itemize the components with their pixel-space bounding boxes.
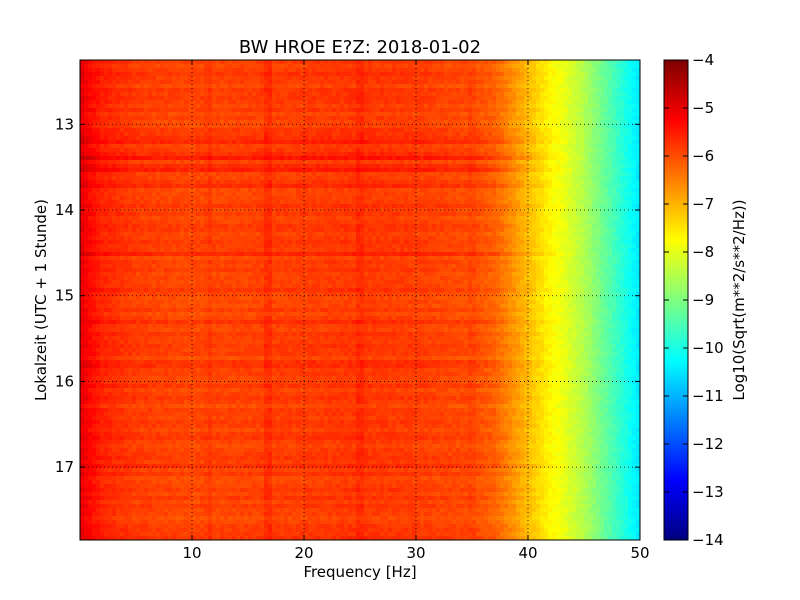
x-axis-ticks: 10 20 30 40 50 [182,60,650,562]
colorbar: −4 −5 −6 −7 −8 −9 −10 −11 −12 −13 −14 Log10(Sqrt(m… [663,51,748,549]
colorbar-tick-label: −7 [692,195,714,213]
colorbar-tick-label: −13 [692,483,724,501]
x-tick-label: 30 [406,544,425,562]
colorbar-tick-label: −12 [692,435,724,453]
plot-area: 10 20 30 40 50 13 14 15 16 17 [55,59,650,562]
x-axis-label: Frequency [Hz] [303,563,416,581]
heatmap [80,60,640,540]
colorbar-label: Log10(Sqrt(m**2/s**2/Hz)) [730,199,748,400]
colorbar-ticks: −4 −5 −6 −7 −8 −9 −10 −11 −12 −13 −14 [664,51,724,549]
plot-frame [79,59,641,541]
colorbar-tick-label: −9 [692,291,714,309]
y-tick-label: 13 [55,115,74,133]
y-tick-label: 15 [55,287,74,305]
colorbar-tick-label: −5 [692,99,714,117]
x-tick-label: 20 [294,544,313,562]
x-tick-label: 10 [182,544,201,562]
x-tick-label: 40 [518,544,537,562]
y-tick-label: 16 [55,372,74,390]
y-tick-label: 17 [55,458,74,476]
x-tick-label: 50 [630,544,649,562]
y-tick-label: 14 [55,201,74,219]
grid-lines [80,60,640,540]
colorbar-tick-label: −4 [692,51,714,69]
y-axis-ticks: 13 14 15 16 17 [55,115,640,476]
colorbar-tick-label: −8 [692,243,714,261]
colorbar-tick-label: −11 [692,387,724,405]
colorbar-tick-label: −14 [692,531,724,549]
chart-title: BW HROE E?Z: 2018-01-02 [239,37,481,58]
y-axis-label: Lokalzeit (UTC + 1 Stunde) [32,199,50,401]
colorbar-tick-label: −10 [692,339,724,357]
colorbar-tick-label: −6 [692,147,714,165]
